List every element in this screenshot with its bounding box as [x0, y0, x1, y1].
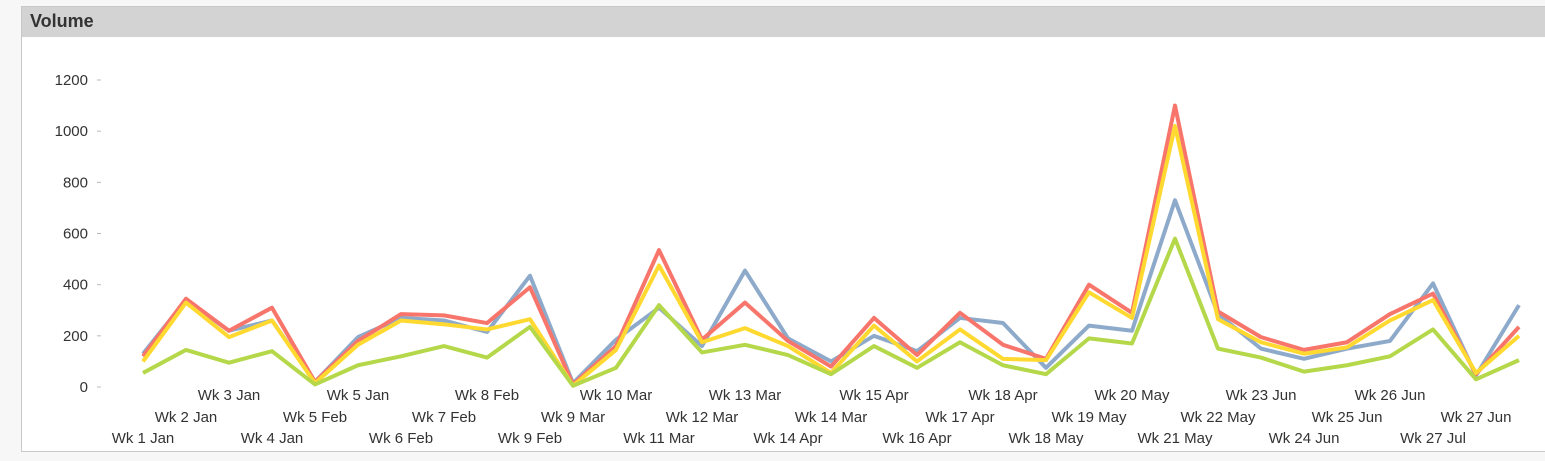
x-tick-label: Wk 7 Feb: [412, 409, 476, 426]
y-tick-label: 1000: [55, 123, 88, 140]
x-tick-label: Wk 12 Mar: [666, 409, 739, 426]
panel-title: Volume: [30, 11, 94, 31]
x-tick-label: Wk 4 Jan: [241, 430, 304, 447]
x-tick-label: Wk 5 Jan: [327, 387, 390, 404]
y-tick-label: 1200: [55, 72, 88, 89]
x-tick-label: Wk 3 Jan: [198, 387, 261, 404]
volume-panel: Volume 0 200 400 600 800 1000 1200 Wk 1 Jan Wk 2…: [21, 6, 1545, 452]
x-tick-label: Wk 5 Feb: [283, 409, 347, 426]
x-tick-label: Wk 22 May: [1180, 409, 1256, 426]
x-tick-label: Wk 9 Feb: [498, 430, 562, 447]
x-tick-label: Wk 16 Apr: [882, 430, 951, 447]
x-tick-label: Wk 18 Apr: [968, 387, 1037, 404]
x-tick-label: Wk 21 May: [1137, 430, 1213, 447]
series-line-2: [141, 103, 1521, 387]
x-tick-label: Wk 1 Jan: [112, 430, 175, 447]
x-tick-label: Wk 11 Mar: [623, 430, 694, 447]
x-tick-label: Wk 27 Jun: [1441, 409, 1512, 426]
x-tick-label: Wk 10 Mar: [580, 387, 653, 404]
x-tick-label: Wk 19 May: [1051, 409, 1127, 426]
x-tick-label: Wk 27 Jul: [1400, 430, 1466, 447]
x-tick-label: Wk 20 May: [1094, 387, 1170, 404]
x-tick-label: Wk 13 Mar: [709, 387, 782, 404]
series-line-1: [141, 198, 1521, 386]
x-tick-label: Wk 2 Jan: [155, 409, 218, 426]
x-tick-label: Wk 6 Feb: [369, 430, 433, 447]
x-tick-label: Wk 24 Jun: [1269, 430, 1340, 447]
volume-line-chart: 0 200 400 600 800 1000 1200 Wk 1 Jan Wk 2 Jan Wk …: [55, 72, 1521, 447]
y-tick-label: 800: [63, 174, 88, 191]
x-tick-label: Wk 9 Mar: [541, 409, 605, 426]
y-tick-label: 200: [63, 328, 88, 345]
x-tick-label: Wk 17 Apr: [925, 409, 994, 426]
x-tick-label: Wk 14 Mar: [795, 409, 868, 426]
x-tick-label: Wk 8 Feb: [455, 387, 519, 404]
x-tick-label: Wk 18 May: [1008, 430, 1084, 447]
x-tick-label: Wk 25 Jun: [1312, 409, 1383, 426]
y-tick-label: 600: [63, 226, 88, 243]
y-tick-label: 400: [63, 277, 88, 294]
x-tick-label: Wk 14 Apr: [753, 430, 822, 447]
x-tick-label: Wk 23 Jun: [1226, 387, 1297, 404]
x-tick-label: Wk 26 Jun: [1355, 387, 1426, 404]
y-tick-label: 0: [80, 379, 88, 396]
panel-header: Volume: [22, 7, 1545, 37]
x-tick-label: Wk 15 Apr: [839, 387, 908, 404]
